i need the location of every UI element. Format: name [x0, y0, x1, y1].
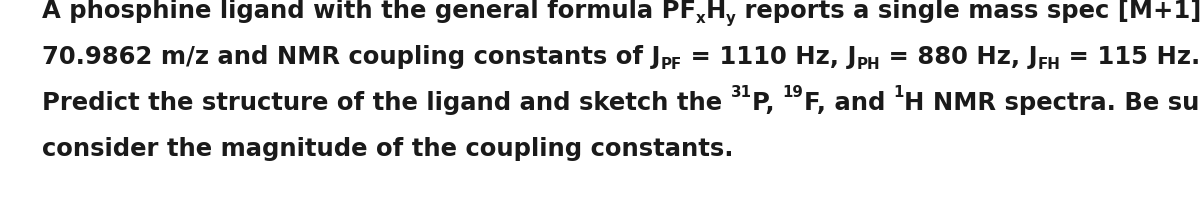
- Text: = 1110 Hz, J: = 1110 Hz, J: [682, 45, 857, 69]
- Text: P,: P,: [751, 91, 782, 115]
- Text: H: H: [706, 0, 726, 23]
- Text: = 880 Hz, J: = 880 Hz, J: [880, 45, 1038, 69]
- Text: 19: 19: [782, 85, 804, 100]
- Text: FH: FH: [1038, 58, 1061, 72]
- Text: A phosphine ligand with the general formula PF: A phosphine ligand with the general form…: [42, 0, 696, 23]
- Text: Predict the structure of the ligand and sketch the: Predict the structure of the ligand and …: [42, 91, 731, 115]
- Text: 1: 1: [894, 85, 904, 100]
- Text: F, and: F, and: [804, 91, 894, 115]
- Text: H NMR spectra. Be sure to: H NMR spectra. Be sure to: [904, 91, 1200, 115]
- Text: y: y: [726, 11, 736, 27]
- Text: consider the magnitude of the coupling constants.: consider the magnitude of the coupling c…: [42, 137, 733, 161]
- Text: x: x: [696, 11, 706, 27]
- Text: reports a single mass spec [M+1] peak at: reports a single mass spec [M+1] peak at: [736, 0, 1200, 23]
- Text: 31: 31: [731, 85, 751, 100]
- Text: PF: PF: [660, 58, 682, 72]
- Text: PH: PH: [857, 58, 880, 72]
- Text: = 115 Hz.: = 115 Hz.: [1061, 45, 1200, 69]
- Text: 70.9862 m/z and NMR coupling constants of J: 70.9862 m/z and NMR coupling constants o…: [42, 45, 660, 69]
